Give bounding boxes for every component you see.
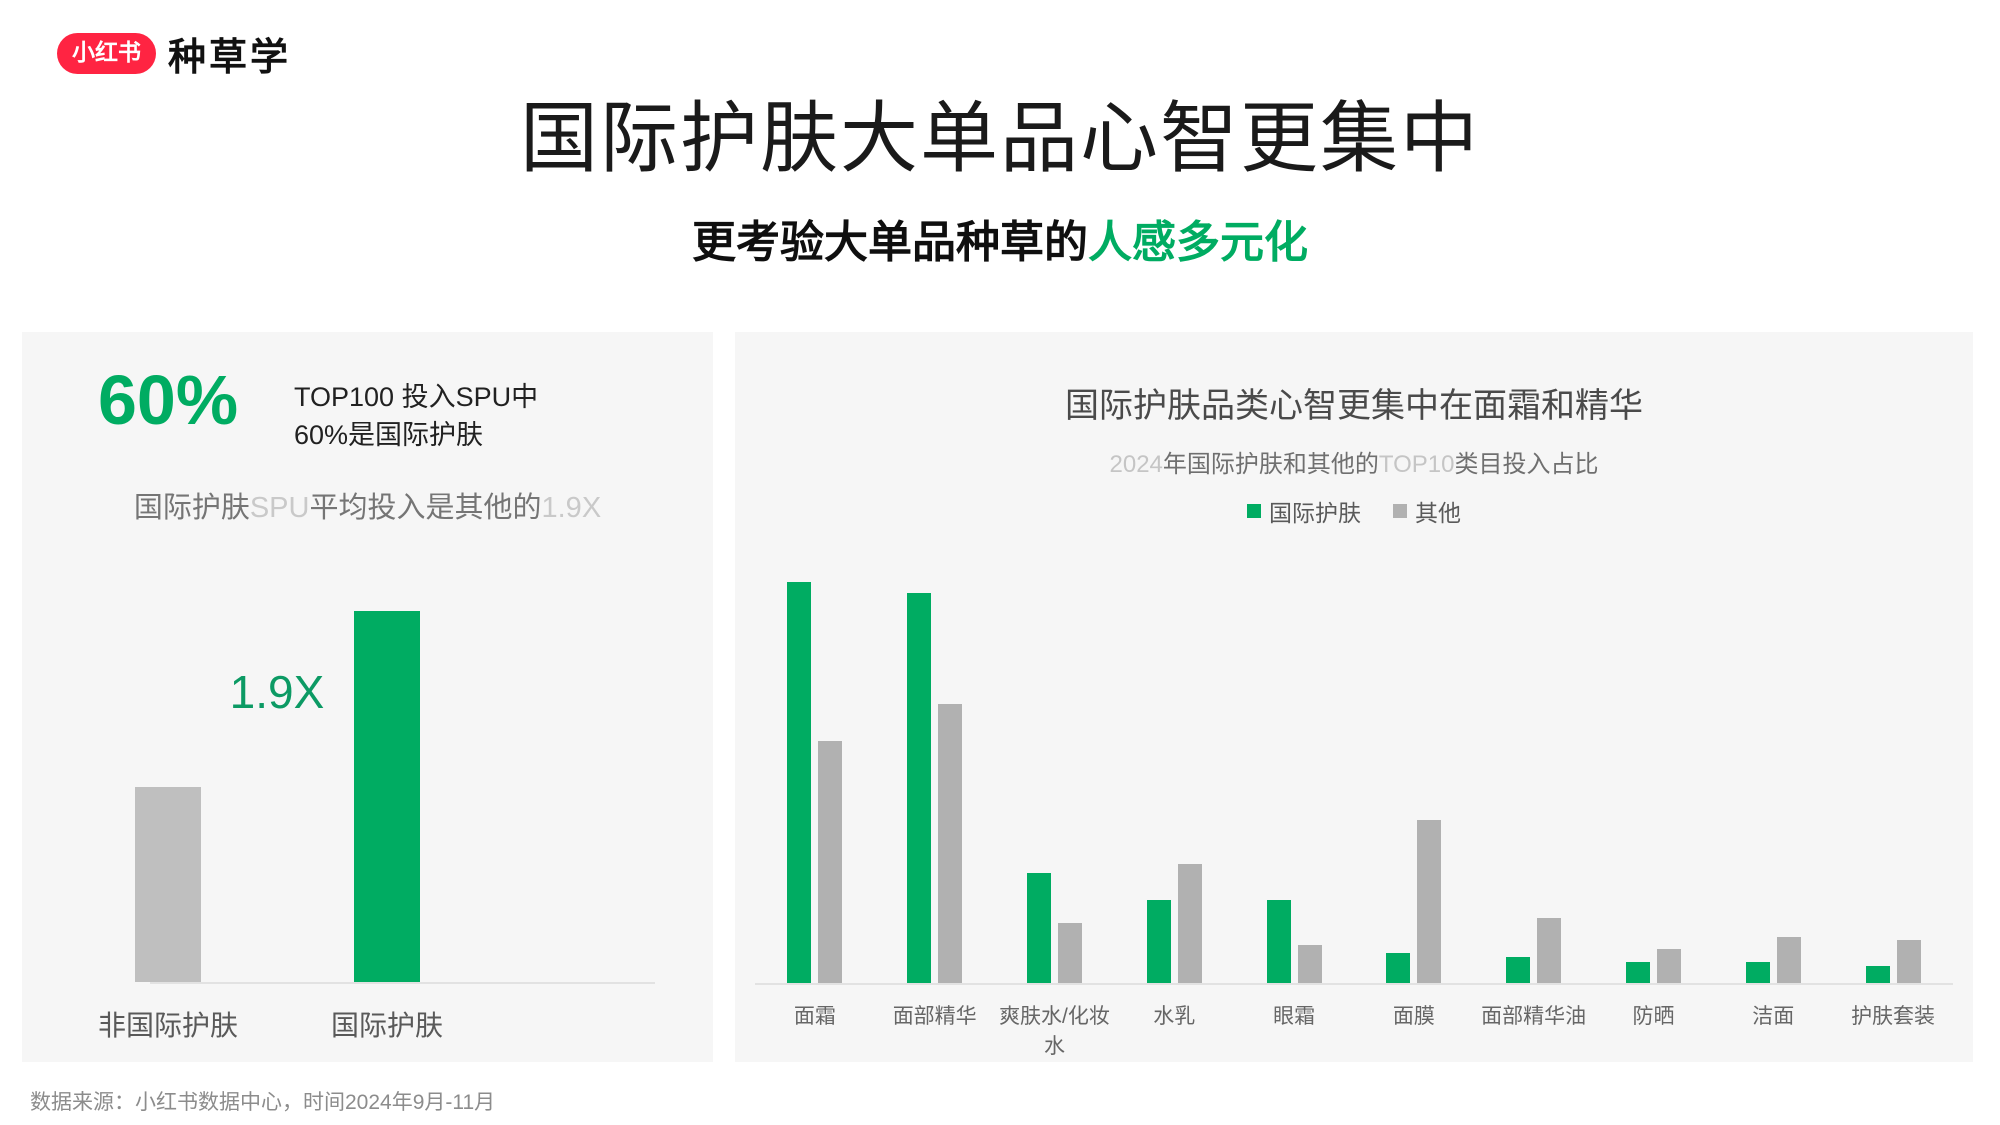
bar-international [354,611,420,982]
bar-series0-cat9 [1865,966,1890,983]
bar-non-international [135,787,201,982]
chart-subtitle-p1: 2024 [1109,451,1163,478]
legend-label-other: 其他 [1415,500,1461,526]
chart-subtitle-p3: TOP10 [1378,451,1455,478]
left-stat-panel: 60% TOP100 投入SPU中 60%是国际护肤 国际护肤SPU平均投入是其… [22,332,713,1062]
bar-label: 面部精华 [892,1005,977,1028]
legend-swatch-other [1393,504,1407,518]
bar-series1-cat4 [1297,945,1322,983]
bar-series1-cat3 [1177,864,1202,983]
bar-group [875,558,995,983]
bar-series0-cat5 [1386,953,1411,983]
bar-group [755,558,875,983]
stat-desc-line2: 60%是国际护肤 [294,420,484,450]
x-axis-line [150,982,655,984]
bar-series1-cat8 [1776,937,1801,983]
grouped-bar-labels: 面霜 面部精华 爽肤水/化妆水 水乳 眼霜 面膜 面部精华油 防晒 洁面 护肤套装 [755,1000,1953,1060]
bar-label: 防晒 [1632,1005,1675,1028]
legend-item-other: 其他 [1393,494,1461,528]
stat-desc-line1: TOP100 投入SPU中 [294,382,539,412]
legend-swatch-international [1247,504,1261,518]
bar-series0-cat3 [1146,900,1171,983]
bar-group [1234,558,1354,983]
bar-series0-cat7 [1625,962,1650,983]
note-part1: 国际护肤 [133,492,250,524]
comparison-note: 国际护肤SPU平均投入是其他的1.9X [22,484,713,526]
right-chart-panel: 国际护肤品类心智更集中在面霜和精华 2024年国际护肤和其他的TOP10类目投入… [735,332,1973,1062]
bar-label: 眼霜 [1273,1005,1316,1028]
chart-subtitle: 2024年国际护肤和其他的TOP10类目投入占比 [735,444,1973,479]
subtitle-black-part: 更考验大单品种草的 [692,218,1088,267]
bar-series0-cat0 [787,582,812,983]
bar-label-non-international: 非国际护肤 [97,1010,238,1041]
data-source-note: 数据来源：小红书数据中心，时间2024年9月-11月 [30,1091,496,1114]
xiaohongshu-badge: 小红书 [57,33,156,74]
chart-legend: 国际护肤 其他 [735,494,1973,528]
chart-title: 国际护肤品类心智更集中在面霜和精华 [1065,387,1643,425]
bar-series1-cat2 [1057,923,1082,983]
bar-group [1594,558,1714,983]
page-subtitle: 更考验大单品种草的人感多元化 [0,206,2000,270]
bar-series1-cat5 [1417,820,1442,983]
bar-label-international: 国际护肤 [330,1010,443,1041]
bar-label: 护肤套装 [1851,1005,1936,1028]
bar-label: 洁面 [1752,1005,1795,1028]
legend-label-international: 国际护肤 [1269,500,1361,526]
legend-item-international: 国际护肤 [1247,494,1361,528]
bar-group [1474,558,1594,983]
bar-series0-cat4 [1266,900,1291,983]
grouped-bar-plot [755,558,1953,985]
chart-subtitle-p4: 类目投入占比 [1454,451,1599,478]
comparison-chart: 1.9X 非国际护肤 国际护肤 [22,332,713,1062]
bar-group [1114,558,1234,983]
bar-series1-cat6 [1537,918,1562,983]
bar-label: 面部精华油 [1481,1005,1587,1028]
bar-group [1833,558,1953,983]
multiplier-annotation: 1.9X [229,666,325,718]
bar-series1-cat7 [1656,949,1681,983]
bar-series0-cat2 [1026,873,1051,983]
bar-group [1354,558,1474,983]
note-part3: 平均投入是其他的 [309,492,542,524]
bar-series0-cat8 [1745,962,1770,983]
bar-series1-cat0 [818,741,843,983]
bar-series1-cat1 [938,704,963,983]
stat-value: 60% [98,361,239,439]
bar-label: 水乳 [1153,1005,1196,1028]
brand-name: 种草学 [168,37,292,79]
logo: 小红书 种草学 [57,26,291,81]
chart-subtitle-p2: 年国际护肤和其他的 [1162,451,1379,478]
note-part2: SPU [249,492,310,524]
bar-series1-cat9 [1896,940,1921,983]
stat-description: TOP100 投入SPU中 60%是国际护肤 [294,378,538,454]
page-title: 国际护肤大单品心智更集中 [519,94,1480,182]
bar-group [995,558,1115,983]
bar-group [1713,558,1833,983]
bar-series0-cat6 [1506,957,1531,983]
bar-series0-cat1 [907,593,932,983]
note-part4: 1.9X [541,492,602,524]
subtitle-green-highlight: 人感多元化 [1088,218,1308,267]
bar-label: 面霜 [793,1005,836,1028]
bar-label: 面膜 [1392,1005,1435,1028]
bar-label: 爽肤水/化妆水 [999,1005,1110,1058]
